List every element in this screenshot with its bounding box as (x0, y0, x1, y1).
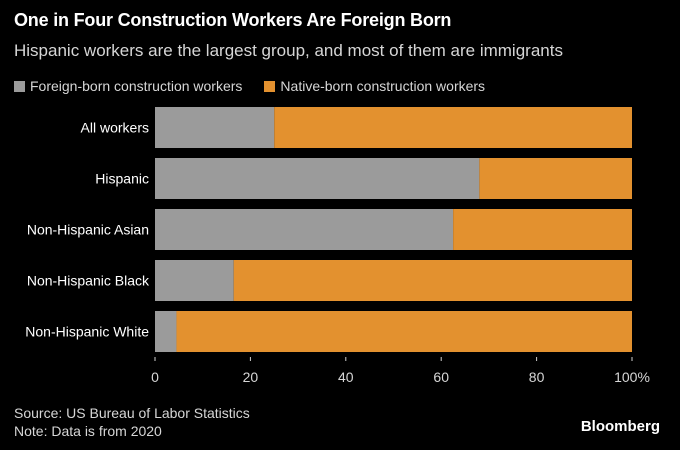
legend-item-native-born: Native-born construction workers (264, 78, 485, 94)
bar-foreign-born-construction-workers-non-hispanic-asian (155, 209, 454, 250)
data-note: Note: Data is from 2020 (14, 423, 162, 439)
bar-native-born-construction-workers-non-hispanic-black (233, 260, 632, 301)
bar-foreign-born-construction-workers-non-hispanic-black (155, 260, 234, 301)
source-note: Source: US Bureau of Labor Statistics (14, 405, 250, 421)
category-label-non-hispanic-black: Non-Hispanic Black (27, 273, 150, 289)
bar-native-born-construction-workers-all-workers (274, 107, 632, 148)
legend-label-foreign-born: Foreign-born construction workers (30, 78, 243, 94)
bar-native-born-construction-workers-non-hispanic-asian (453, 209, 632, 250)
legend-label-native-born: Native-born construction workers (280, 78, 486, 94)
x-tick-label-60: 60 (433, 369, 449, 385)
legend-item-foreign-born: Foreign-born construction workers (14, 78, 242, 94)
category-label-non-hispanic-white: Non-Hispanic White (25, 324, 149, 340)
x-tick-label-0: 0 (151, 369, 159, 385)
x-tick-label-20: 20 (243, 369, 259, 385)
category-label-hispanic: Hispanic (95, 171, 149, 187)
chart-subtitle: Hispanic workers are the largest group, … (14, 41, 563, 60)
category-label-all-workers: All workers (81, 120, 149, 136)
bar-native-born-construction-workers-non-hispanic-white (176, 311, 632, 352)
bloomberg-logo: Bloomberg (580, 418, 660, 435)
x-tick-label-100: 100% (614, 369, 650, 385)
legend-swatch-foreign-born (14, 80, 25, 92)
x-tick-label-40: 40 (338, 369, 354, 385)
bar-foreign-born-construction-workers-non-hispanic-white (155, 311, 177, 352)
chart-title: One in Four Construction Workers Are For… (14, 10, 452, 30)
category-label-non-hispanic-asian: Non-Hispanic Asian (27, 222, 149, 238)
x-tick-label-80: 80 (529, 369, 545, 385)
bar-foreign-born-construction-workers-hispanic (155, 158, 480, 199)
legend-swatch-native-born (264, 80, 276, 92)
bar-foreign-born-construction-workers-all-workers (155, 107, 275, 148)
bar-native-born-construction-workers-hispanic (479, 158, 632, 199)
legend: Foreign-born construction workers Native… (14, 78, 507, 94)
